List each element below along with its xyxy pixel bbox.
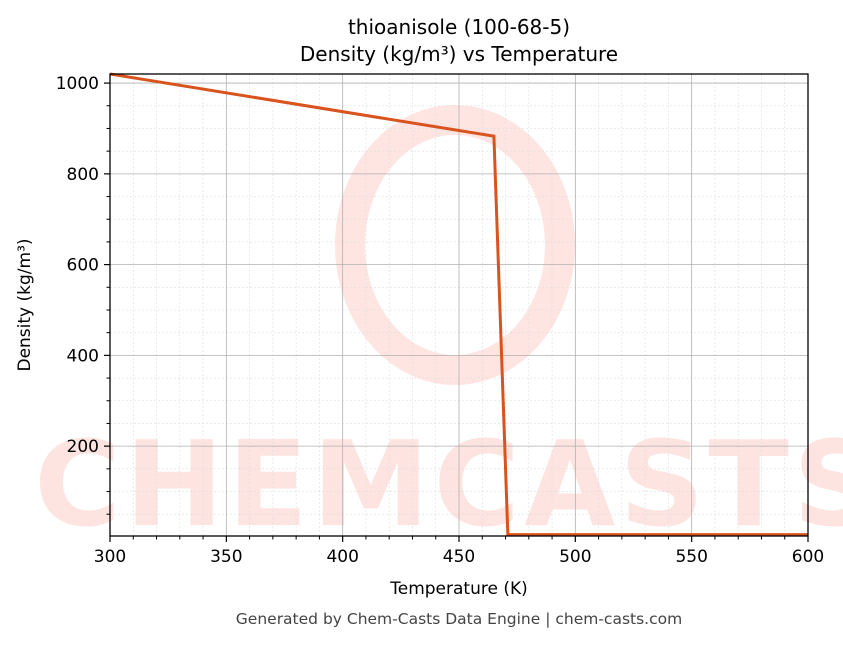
y-tick-label: 200 (67, 437, 99, 457)
x-axis-label: Temperature (K) (389, 579, 528, 599)
x-tick-label: 400 (326, 547, 358, 567)
y-tick-label: 1000 (56, 74, 99, 94)
watermark-logo: CHEMCASTS (34, 105, 843, 553)
footer-credit: Generated by Chem-Casts Data Engine | ch… (236, 610, 682, 628)
x-tick-label: 550 (675, 547, 707, 567)
chart-title: thioanisole (100-68-5) (348, 15, 570, 39)
chart-subtitle: Density (kg/m³) vs Temperature (300, 42, 618, 66)
x-tick-label: 300 (94, 547, 126, 567)
y-axis-label: Density (kg/m³) (15, 238, 35, 371)
y-tick-label: 400 (67, 346, 99, 366)
svg-text:CHEMCASTS: CHEMCASTS (34, 415, 843, 553)
x-tick-label: 350 (210, 547, 242, 567)
y-tick-label: 800 (67, 165, 99, 185)
x-tick-label: 600 (792, 547, 824, 567)
x-tick-label: 500 (559, 547, 591, 567)
y-tick-label: 600 (67, 256, 99, 276)
density-line (109, 72, 808, 537)
x-tick-label: 450 (443, 547, 475, 567)
